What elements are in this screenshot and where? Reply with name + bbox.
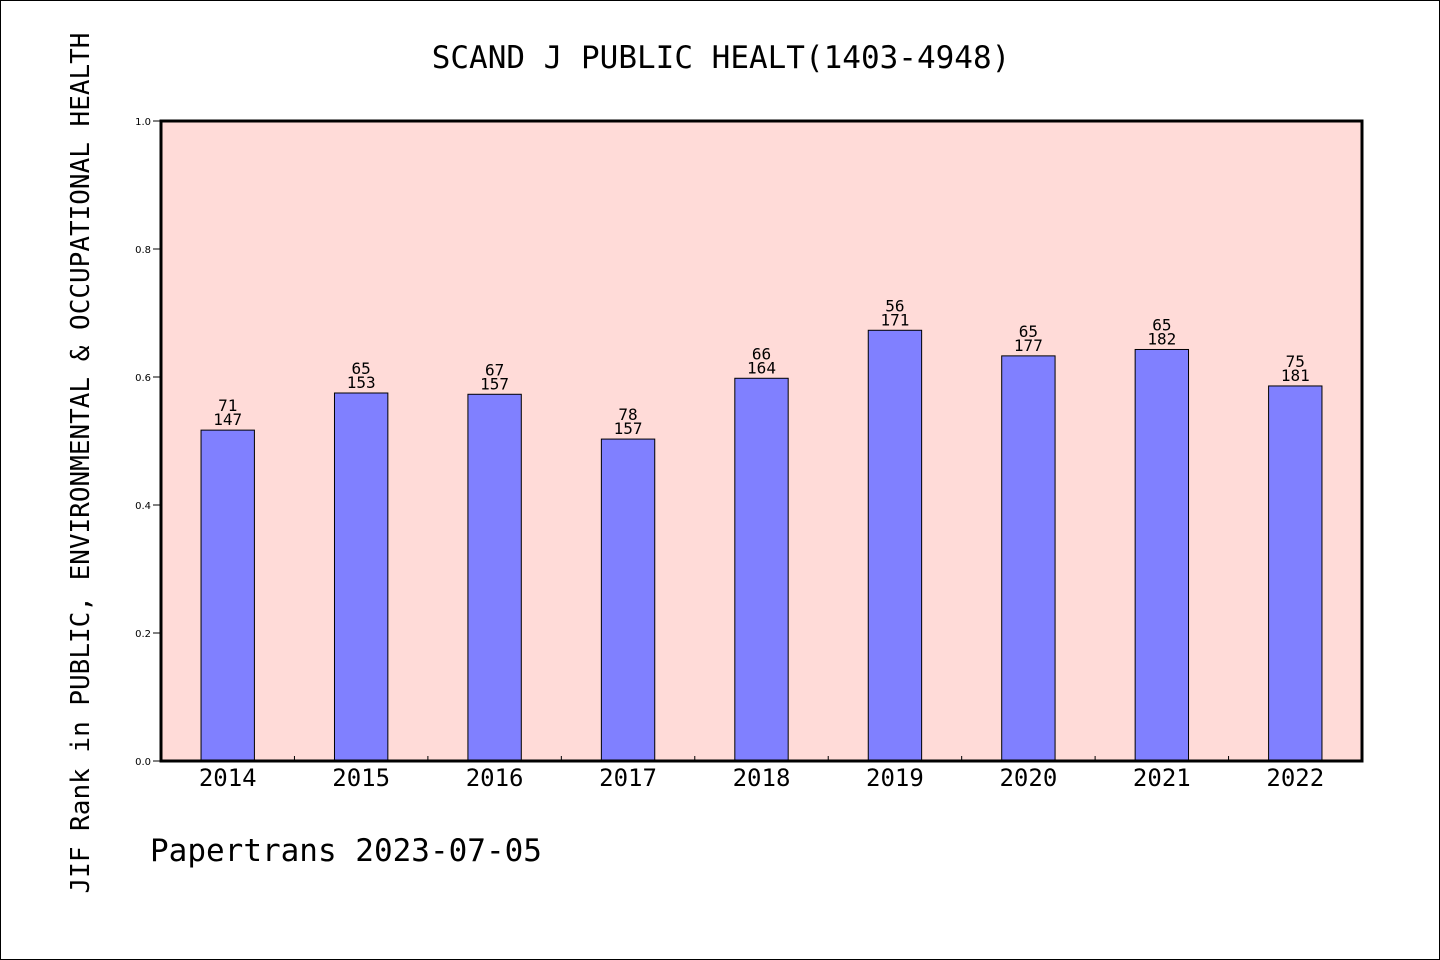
bar-label-rank-2018: 66 bbox=[752, 344, 771, 363]
x-tick-label-2022: 2022 bbox=[1266, 764, 1324, 792]
y-axis-label: JIF Rank in PUBLIC, ENVIRONMENTAL & OCCU… bbox=[66, 33, 96, 894]
bar-label-rank-2019: 56 bbox=[885, 296, 904, 315]
y-tick-label-0.4: 0.4 bbox=[135, 501, 151, 512]
bar-2021 bbox=[1134, 348, 1190, 762]
y-tick-label-0.6: 0.6 bbox=[135, 373, 151, 384]
bars-group: 7114765153671577815766164561716517765182… bbox=[200, 296, 1323, 762]
bar-label-rank-2016: 67 bbox=[485, 360, 504, 379]
bar-label-total-2016: 157 bbox=[480, 374, 509, 393]
bar-label-total-2019: 171 bbox=[880, 310, 909, 329]
x-tick-label-2019: 2019 bbox=[866, 764, 924, 792]
bar-label-rank-2021: 65 bbox=[1152, 315, 1171, 334]
x-tick-label-2021: 2021 bbox=[1133, 764, 1191, 792]
bar-2014 bbox=[200, 429, 255, 762]
x-tick-label-2016: 2016 bbox=[466, 764, 524, 792]
bar-label-rank-2017: 78 bbox=[618, 405, 637, 424]
bar-2020 bbox=[1001, 355, 1056, 762]
footer-text: Papertrans 2023-07-05 bbox=[150, 833, 542, 869]
bar-label-total-2021: 182 bbox=[1147, 329, 1176, 348]
bar-2015 bbox=[333, 392, 389, 762]
ticks-group: 2014 2015 2016 2017 2018 2019 2020 2021 2022 0.0 0… bbox=[135, 117, 1324, 792]
y-tick-label-0.0: 0.0 bbox=[135, 757, 151, 768]
bar-label-rank-2022: 75 bbox=[1286, 352, 1305, 371]
x-tick-label-2017: 2017 bbox=[599, 764, 657, 792]
bar-label-rank-2015: 65 bbox=[352, 359, 371, 378]
bar-label-total-2017: 157 bbox=[614, 419, 643, 438]
bar-label-total-2014: 147 bbox=[213, 410, 242, 429]
plot-border bbox=[159, 119, 1364, 763]
bar-label-rank-2020: 65 bbox=[1019, 322, 1038, 341]
y-tick-label-1.0: 1.0 bbox=[135, 117, 151, 128]
bar-2018 bbox=[734, 377, 789, 762]
bar-2017 bbox=[600, 438, 656, 762]
bar-label-total-2022: 181 bbox=[1281, 366, 1310, 385]
x-tick-label-2015: 2015 bbox=[332, 764, 390, 792]
bar-2016 bbox=[467, 393, 522, 762]
bar-label-rank-2014: 71 bbox=[218, 396, 237, 415]
y-tick-label-0.8: 0.8 bbox=[135, 245, 151, 256]
bar-label-total-2020: 177 bbox=[1014, 336, 1043, 355]
x-tick-label-2020: 2020 bbox=[999, 764, 1057, 792]
y-tick-label-0.2: 0.2 bbox=[135, 629, 151, 640]
bar-2019 bbox=[867, 329, 923, 762]
bar-2022 bbox=[1268, 385, 1323, 762]
x-tick-label-2018: 2018 bbox=[733, 764, 791, 792]
chart-title: SCAND J PUBLIC HEALT(1403-4948) bbox=[432, 40, 1011, 76]
bar-label-total-2015: 153 bbox=[347, 373, 376, 392]
x-tick-label-2014: 2014 bbox=[199, 764, 257, 792]
bar-label-total-2018: 164 bbox=[747, 358, 776, 377]
